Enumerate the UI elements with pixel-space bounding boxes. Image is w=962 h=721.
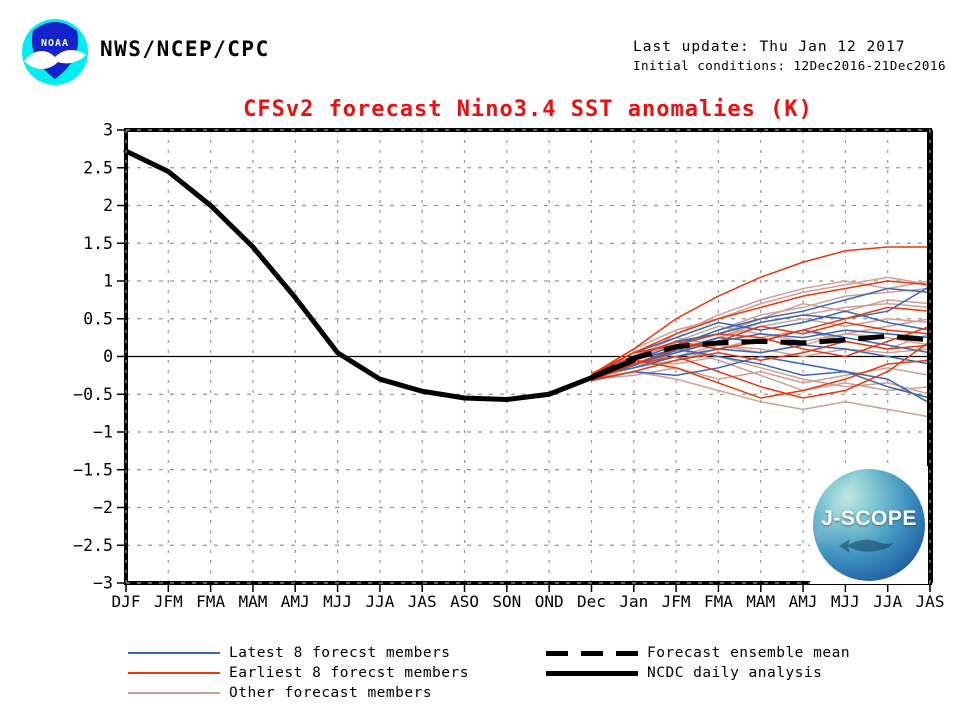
- ensemble-member-line-earliest8: [591, 340, 931, 381]
- legend-row-mean: Forecast ensemble mean: [546, 643, 850, 663]
- x-tick-label: MAM: [238, 592, 267, 611]
- y-tick-label: 1: [103, 272, 113, 291]
- x-tick-label: FMA: [704, 592, 733, 611]
- legend-line-other: [128, 692, 220, 694]
- jscope-logo-box: J-SCOPE: [810, 466, 928, 584]
- x-tick-label: SON: [492, 592, 521, 611]
- legend-row-other: Other forecast members: [128, 683, 469, 703]
- y-tick-label: −0.5: [73, 385, 113, 404]
- y-tick-label: 0: [103, 347, 113, 366]
- noaa-logo: NOAA: [22, 19, 88, 85]
- x-tick-label: ASO: [450, 592, 479, 611]
- y-tick-label: 2.5: [83, 158, 113, 177]
- x-tick-label: MJJ: [323, 592, 352, 611]
- x-tick-label: Dec: [577, 592, 606, 611]
- x-tick-label: AMJ: [789, 592, 818, 611]
- x-tick-label: JJA: [365, 592, 394, 611]
- ensemble-member-line-earliest8: [591, 321, 931, 378]
- y-tick-label: −1.5: [73, 460, 113, 479]
- legend-label-mean: Forecast ensemble mean: [647, 645, 851, 661]
- ensemble-member-line-other: [591, 370, 931, 418]
- initial-conditions-text: Initial conditions: 12Dec2016-21Dec2016: [633, 58, 946, 73]
- ensemble-member-line-earliest8: [591, 280, 931, 377]
- jscope-logo-text: J-SCOPE: [821, 507, 917, 530]
- legend-row-earliest: Earliest 8 forecst members: [128, 663, 469, 683]
- org-title: NWS/NCEP/CPC: [100, 37, 270, 61]
- update-info: Last update: Thu Jan 12 2017 Initial con…: [633, 39, 946, 73]
- legend-label-latest: Latest 8 forecst members: [229, 645, 451, 661]
- noaa-logo-text: NOAA: [41, 38, 69, 49]
- legend-analysis: Forecast ensemble mean NCDC daily analys…: [546, 643, 850, 683]
- x-tick-label: JFM: [154, 592, 183, 611]
- ensemble-member-line-latest8: [591, 310, 931, 376]
- x-tick-label: Jan: [619, 592, 648, 611]
- legend-members: Latest 8 forecst members Earliest 8 fore…: [128, 643, 469, 703]
- ensemble-member-line-earliest8: [591, 246, 930, 376]
- ensemble-member-line-latest8: [591, 355, 931, 399]
- ensemble-member-line-other: [591, 276, 931, 376]
- x-tick-label: MJJ: [831, 592, 860, 611]
- last-update-text: Last update: Thu Jan 12 2017: [633, 39, 906, 55]
- ensemble-mean-line: [590, 333, 931, 380]
- x-tick-label: OND: [535, 592, 564, 611]
- legend-label-ncdc: NCDC daily analysis: [647, 665, 823, 681]
- y-tick-label: −2: [93, 498, 113, 517]
- ncdc-analysis-line: [123, 148, 637, 403]
- x-tick-label: JAS: [916, 592, 945, 611]
- x-tick-label: JJA: [873, 592, 902, 611]
- legend-row-latest: Latest 8 forecst members: [128, 643, 469, 663]
- y-tick-label: 0.5: [83, 309, 113, 328]
- x-tick-label: DJF: [112, 592, 141, 611]
- y-tick-label: −2.5: [73, 536, 113, 555]
- y-tick-label: 3: [103, 121, 113, 140]
- x-tick-label: AMJ: [281, 592, 310, 611]
- ensemble-member-line-earliest8: [591, 340, 931, 399]
- legend-row-ncdc: NCDC daily analysis: [546, 663, 850, 683]
- legend-line-earliest: [128, 672, 220, 674]
- y-tick-label: 1.5: [83, 234, 113, 253]
- chart-title: CFSv2 forecast Nino3.4 SST anomalies (K): [243, 97, 813, 122]
- x-tick-label: FMA: [196, 592, 225, 611]
- ensemble-member-line-earliest8: [591, 359, 931, 399]
- y-tick-label: 2: [103, 196, 113, 215]
- legend-label-earliest: Earliest 8 forecst members: [229, 665, 469, 681]
- x-tick-label: MAM: [746, 592, 775, 611]
- jscope-logo: J-SCOPE: [813, 469, 925, 581]
- legend-line-ncdc: [546, 670, 638, 676]
- x-tick-label: JAS: [408, 592, 437, 611]
- x-tick-label: JFM: [662, 592, 691, 611]
- legend-line-latest: [128, 652, 220, 654]
- legend-line-mean: [546, 650, 638, 656]
- y-tick-label: −1: [93, 423, 113, 442]
- ensemble-member-line-latest8: [591, 344, 931, 377]
- noaa-gull-icon: [24, 49, 86, 70]
- fish-icon: [839, 539, 893, 553]
- legend-label-other: Other forecast members: [229, 685, 433, 701]
- y-tick-label: −3: [93, 574, 113, 593]
